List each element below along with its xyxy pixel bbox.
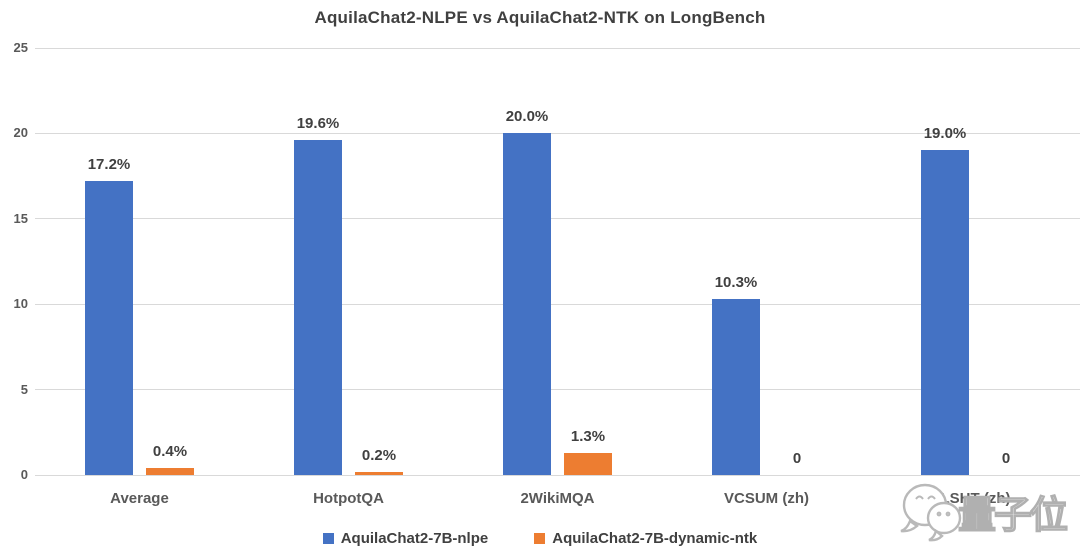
bar-nlpe: [921, 150, 969, 475]
gridline: [35, 474, 1080, 476]
data-label: 10.3%: [714, 274, 758, 292]
x-axis-category-label: Average: [110, 490, 169, 507]
bar-nlpe: [85, 181, 133, 475]
chart-title: AquilaChat2-NLPE vs AquilaChat2-NTK on L…: [314, 8, 766, 27]
legend-item-nlpe: AquilaChat2-7B-nlpe: [322, 529, 489, 547]
gridline: [35, 132, 1080, 134]
chart-legend: AquilaChat2-7B-nlpe AquilaChat2-7B-dynam…: [0, 526, 1080, 550]
data-label: 19.0%: [923, 125, 967, 143]
x-axis-category-label: VCSUM (zh): [724, 490, 809, 507]
data-label: 0.4%: [152, 443, 188, 461]
bar-dynamic-ntk: [146, 468, 194, 475]
data-label: 17.2%: [87, 156, 131, 174]
qbitai-watermark: 量子位: [900, 483, 1070, 542]
bar-dynamic-ntk: [564, 452, 612, 475]
legend-swatch-orange-icon: [534, 532, 546, 544]
y-axis-tick-label: 25: [13, 40, 28, 55]
bar-nlpe: [712, 299, 760, 475]
data-label: 1.3%: [570, 427, 606, 445]
chat-bubbles-icon: [900, 483, 962, 542]
legend-item-dynamic-ntk: AquilaChat2-7B-dynamic-ntk: [534, 530, 757, 547]
bar-nlpe: [294, 140, 342, 475]
y-axis-tick-label: 10: [13, 296, 28, 312]
gridline: [35, 389, 1080, 391]
data-label: 19.6%: [296, 115, 340, 133]
data-label: 20.0%: [505, 108, 549, 126]
legend-label-dynamic-ntk: AquilaChat2-7B-dynamic-ntk: [552, 529, 758, 547]
data-label: 0: [1001, 450, 1011, 467]
bubble-faces-icon: [915, 495, 951, 517]
gridline: [35, 218, 1080, 220]
x-axis-category-label: 2WikiMQA: [520, 490, 595, 507]
x-axis-category-label: LSHT (zh): [940, 490, 1011, 507]
bar-dynamic-ntk: [355, 471, 403, 475]
bar-nlpe: [503, 133, 551, 475]
data-label: 0: [792, 450, 802, 467]
y-axis-tick-label: 15: [13, 210, 28, 226]
y-axis-tick-label: 20: [13, 125, 28, 141]
legend-swatch-blue-icon: [322, 532, 334, 544]
data-label: 0.2%: [361, 446, 397, 464]
y-axis-tick-label: 5: [20, 381, 28, 397]
y-axis-tick-label: 0: [20, 467, 28, 482]
watermark-text: 量子位: [958, 493, 1067, 537]
gridline: [35, 303, 1080, 305]
legend-label-nlpe: AquilaChat2-7B-nlpe: [340, 529, 489, 547]
gridline: [35, 47, 1080, 49]
x-axis-category-label: HotpotQA: [313, 490, 384, 507]
